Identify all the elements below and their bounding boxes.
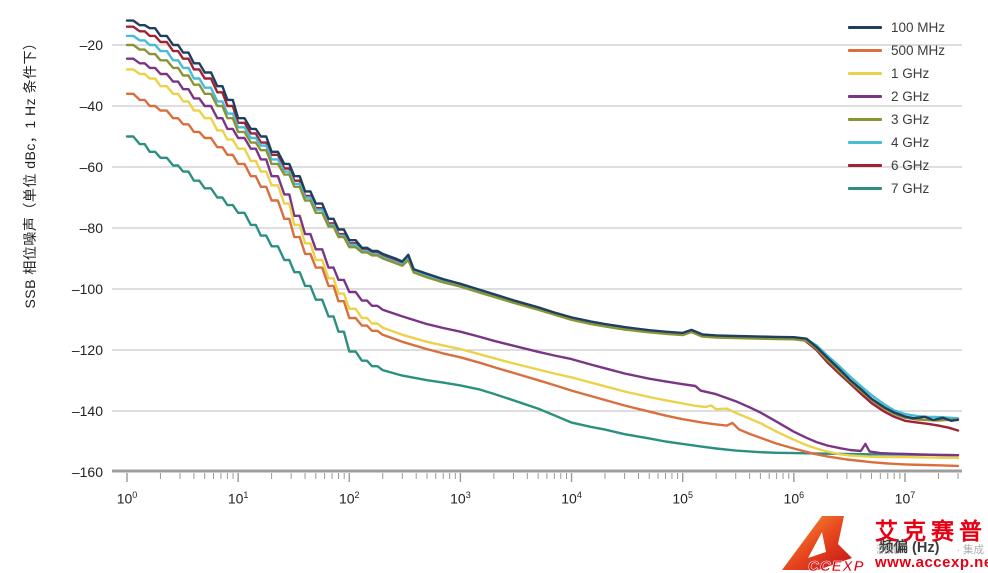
legend-item: 4 GHz <box>848 131 945 154</box>
tagline-left: 测试 <box>876 544 897 556</box>
legend-swatch <box>848 187 882 190</box>
series-line-4-ghz <box>125 34 960 420</box>
y-tick-label: –120 <box>71 342 103 358</box>
y-tick-label: –80 <box>79 220 103 236</box>
legend-swatch <box>848 141 882 144</box>
legend-item: 100 MHz <box>848 16 945 39</box>
x-tick-label: 107 <box>894 490 916 507</box>
legend-label: 1 GHz <box>891 66 930 81</box>
legend-swatch <box>848 164 882 167</box>
legend-item: 7 GHz <box>848 177 945 200</box>
legend-swatch <box>848 26 882 29</box>
y-tick-label: –20 <box>79 37 103 53</box>
y-axis-title: SSB 相位噪声（单位 dBc，1 Hz 条件下） <box>22 35 38 309</box>
legend-item: 6 GHz <box>848 154 945 177</box>
legend-swatch <box>848 72 882 75</box>
x-tick-label: 105 <box>672 490 693 507</box>
watermark-url: www.accexp.net <box>875 554 988 571</box>
y-tick-label: –140 <box>71 403 103 419</box>
watermark: CCEXP 艾克赛普 测试 · 集成 www.accexp.net <box>778 508 988 573</box>
legend-label: 7 GHz <box>891 181 930 196</box>
x-tick-label: 100 <box>116 490 138 507</box>
y-tick-label: –100 <box>71 281 103 297</box>
legend-item: 3 GHz <box>848 108 945 131</box>
legend-label: 2 GHz <box>891 89 930 104</box>
logo-subtext: CCEXP <box>808 558 865 573</box>
series-line-7-ghz <box>125 135 960 457</box>
series-line-2-ghz <box>125 57 960 457</box>
watermark-tagline: 测试 · 集成 <box>876 542 984 557</box>
y-tick-label: –160 <box>71 464 103 480</box>
legend-item: 1 GHz <box>848 62 945 85</box>
series-line-1-ghz <box>125 68 960 460</box>
legend-swatch <box>848 118 882 121</box>
tagline-right: · 集成 <box>956 544 984 556</box>
x-tick-label: 103 <box>450 490 471 507</box>
legend-swatch <box>848 95 882 98</box>
legend-swatch <box>848 49 882 52</box>
legend-label: 100 MHz <box>891 20 946 35</box>
legend: 100 MHz 500 MHz 1 GHz 2 GHz 3 GHz 4 GHz 6 GHz 7… <box>848 16 945 200</box>
watermark-brand: 艾克赛普 <box>875 518 987 544</box>
accexp-logo-icon: CCEXP <box>782 516 865 573</box>
legend-label: 3 GHz <box>891 112 930 127</box>
x-tick-label: 106 <box>783 490 805 507</box>
legend-item: 500 MHz <box>848 39 945 62</box>
series-line-100-mhz <box>125 19 960 422</box>
x-axis-title: 频偏 (Hz) <box>879 540 940 556</box>
series-line-3-ghz <box>125 43 960 422</box>
x-tick-label: 104 <box>561 490 582 507</box>
y-tick-label: –40 <box>79 98 103 114</box>
y-tick-label: –60 <box>79 159 103 175</box>
legend-label: 4 GHz <box>891 135 930 150</box>
legend-label: 6 GHz <box>891 158 930 173</box>
legend-item: 2 GHz <box>848 85 945 108</box>
x-tick-label: 102 <box>338 490 360 507</box>
series-line-500-mhz <box>125 92 960 468</box>
x-tick-label: 101 <box>227 490 249 507</box>
logo-letter-a <box>782 516 852 570</box>
legend-label: 500 MHz <box>891 43 946 58</box>
